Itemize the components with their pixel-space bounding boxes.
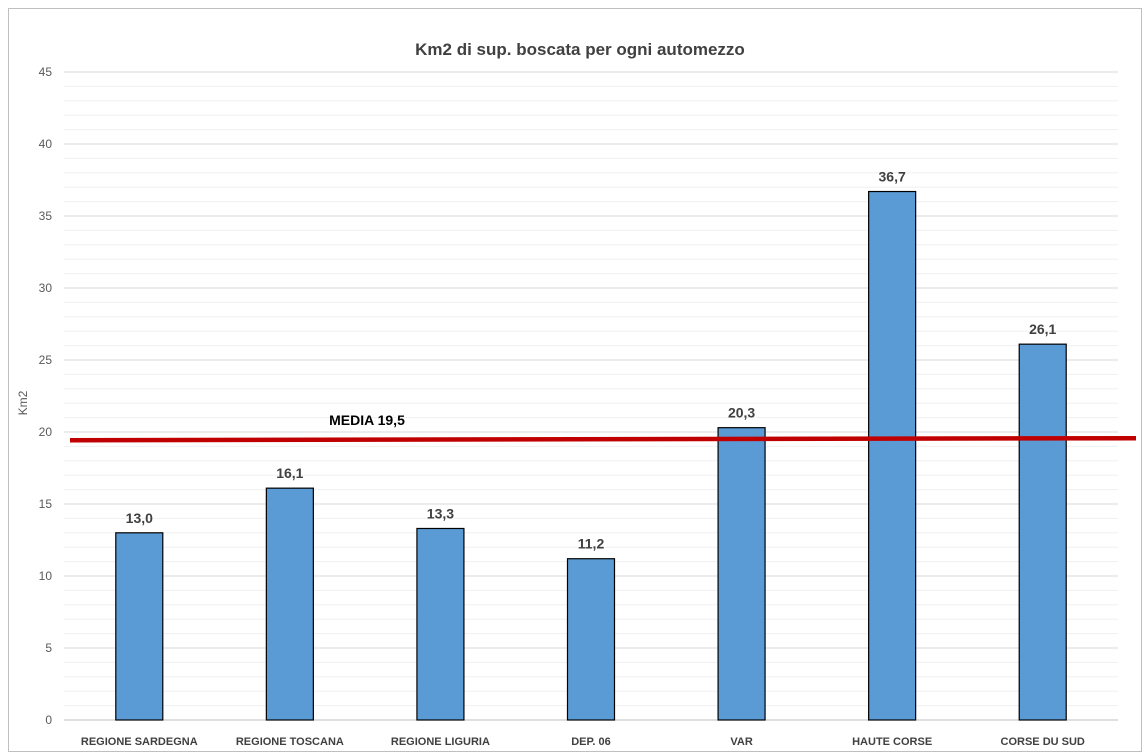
- bars: [115, 190, 1067, 721]
- y-tick-label: 25: [39, 353, 53, 367]
- average-line: [69, 435, 1137, 443]
- data-label: 13,3: [427, 505, 454, 521]
- y-axis-title: Km2: [16, 390, 30, 415]
- bar: [566, 558, 616, 721]
- x-tick-label: VAR: [730, 736, 752, 748]
- bar: [1018, 343, 1067, 721]
- average-line-label: MEDIA 19,5: [329, 412, 405, 428]
- data-label: 16,1: [276, 465, 303, 481]
- average-line-group: MEDIA 19,5: [69, 412, 1137, 443]
- y-tick-label: 10: [39, 569, 53, 583]
- y-tick-label: 40: [39, 137, 53, 151]
- bar: [717, 427, 766, 721]
- y-tick-label: 20: [39, 425, 53, 439]
- y-tick-label: 0: [45, 713, 52, 727]
- data-label: 11,2: [578, 536, 605, 552]
- x-tick-label: DEP. 06: [571, 736, 611, 748]
- data-label: 26,1: [1029, 321, 1056, 337]
- x-tick-label: HAUTE CORSE: [852, 736, 932, 748]
- x-tick-label: REGIONE TOSCANA: [236, 736, 344, 748]
- y-tick-label: 15: [39, 497, 53, 511]
- data-label: 20,3: [728, 405, 755, 421]
- gridlines: [64, 71, 1118, 721]
- bar: [265, 487, 314, 721]
- y-tick-label: 35: [39, 209, 53, 223]
- chart-title: Km2 di sup. boscata per ogni automezzo: [415, 40, 745, 59]
- x-axis: REGIONE SARDEGNA REGIONE TOSCANA REGIONE L…: [81, 736, 1085, 748]
- bar: [115, 532, 164, 721]
- y-tick-label: 30: [39, 281, 53, 295]
- data-labels: 13,0 16,1 13,3 11,2 20,3 36,7 26,1: [126, 169, 1057, 552]
- x-tick-label: REGIONE LIGURIA: [391, 736, 490, 748]
- x-tick-label: REGIONE SARDEGNA: [81, 736, 198, 748]
- bar: [416, 527, 465, 721]
- x-tick-label: CORSE DU SUD: [1001, 736, 1085, 748]
- data-label: 13,0: [126, 510, 153, 526]
- data-label: 36,7: [879, 169, 906, 185]
- y-tick-label: 45: [39, 65, 53, 79]
- y-axis: 0 5 10 15 20 25 30 35 40 45: [39, 65, 53, 727]
- bar: [868, 190, 917, 721]
- y-tick-label: 5: [45, 641, 52, 655]
